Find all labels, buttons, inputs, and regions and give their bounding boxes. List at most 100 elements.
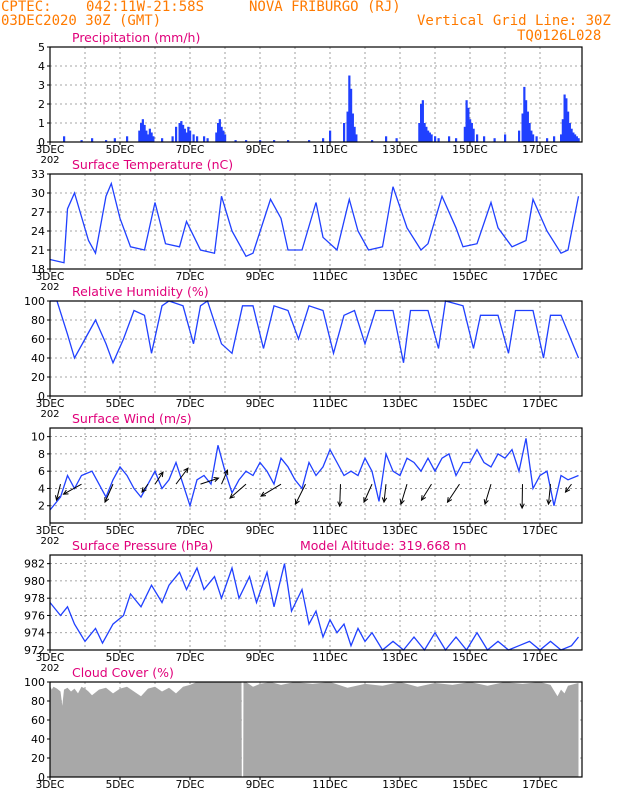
precip-year-fragment: 202 [40, 155, 59, 166]
precip-bar [152, 136, 155, 142]
rh-year-fragment: 202 [40, 409, 59, 420]
temp-xtick-label: 17DEC [522, 271, 557, 283]
cloud-ytick-label: 0 [38, 771, 45, 784]
rh-xtick-label: 7DEC [176, 398, 205, 410]
precip-bar [385, 136, 388, 142]
precip-bar [423, 123, 426, 142]
wind-vector [63, 483, 82, 495]
cloud-xtick-label: 15DEC [452, 779, 487, 791]
precip-bar [171, 136, 174, 142]
precip-bar [469, 119, 472, 142]
precip-xtick-label: 11DEC [312, 144, 347, 156]
rh-ytick-label: 0 [38, 390, 45, 403]
precip-bar [521, 113, 524, 142]
wind-vector [421, 483, 432, 501]
precip-bar [224, 134, 227, 142]
wind-vector-head [363, 497, 369, 504]
pressure-ytick-label: 972 [24, 644, 45, 657]
wind-vector [104, 483, 114, 503]
precip-bar [148, 128, 151, 142]
wind-vector-head [183, 467, 189, 474]
precip-bar [570, 128, 573, 142]
precip-bar [353, 126, 356, 142]
precip-bar [428, 132, 431, 142]
source-label: CPTEC: [1, 0, 52, 15]
precip-bar [189, 130, 192, 142]
pressure-xtick-label: 9DEC [246, 652, 275, 664]
precip-bar [427, 130, 430, 142]
wind-vector-head [381, 497, 388, 504]
cloud-xtick-label: 11DEC [312, 779, 347, 791]
temp-xtick-label: 13DEC [382, 271, 417, 283]
rh-frame [49, 300, 583, 397]
location-name: NOVA FRIBURGO (RJ) [249, 0, 401, 15]
precip-bar [493, 138, 496, 142]
precip-bar [523, 86, 526, 142]
precip-bar [430, 134, 433, 142]
precip-bar [180, 121, 183, 142]
precip-bar [532, 134, 535, 142]
wind-ytick-label: 6 [38, 465, 45, 478]
wind-xtick-label: 9DEC [246, 525, 275, 537]
precip-ytick-label: 5 [38, 41, 45, 54]
wind-vector [221, 469, 228, 485]
cloud-xtick-label: 13DEC [382, 779, 417, 791]
precip-bar [192, 134, 195, 142]
run-date: 03DEC2020 30Z (GMT) [1, 13, 162, 29]
precip-xtick-label: 7DEC [176, 144, 205, 156]
precip-bar [150, 132, 153, 142]
rh-ytick-label: 100 [24, 295, 45, 308]
precip-ytick-label: 0 [38, 136, 45, 149]
precip-bar [105, 140, 108, 142]
wind-vector [56, 484, 61, 501]
precip-bar [113, 138, 116, 142]
rh-panel [47, 299, 583, 399]
wind-vector-head [446, 497, 453, 504]
cloud-ytick-label: 40 [31, 733, 45, 746]
precip-bar [528, 123, 531, 142]
wind-vector-head [223, 469, 229, 476]
wind-vector-head [54, 495, 61, 502]
wind-vector [548, 484, 551, 505]
temp-ytick-label: 33 [31, 168, 45, 181]
wind-vector-head [519, 503, 525, 510]
pressure-subtitle: Model Altitude: 319.668 m [300, 538, 466, 553]
precip-bar [187, 126, 190, 142]
temp-ytick-label: 27 [31, 206, 45, 219]
precip-bar [182, 124, 185, 142]
pressure-ytick-label: 978 [24, 592, 45, 605]
pressure-ytick-label: 980 [24, 575, 45, 588]
location-coords: 042:11W-21:58S [86, 0, 205, 15]
cloud-ytick-label: 20 [31, 752, 45, 765]
precip-bar [346, 111, 349, 142]
pressure-year-fragment: 202 [40, 663, 59, 674]
precip-bar [470, 123, 473, 142]
rh-xtick-label: 11DEC [312, 398, 347, 410]
wind-vector [363, 483, 373, 503]
wind-vector-head [564, 487, 571, 494]
precip-bar [418, 123, 421, 142]
wind-vector-head [483, 499, 489, 506]
precip-bar [574, 134, 577, 142]
temp-frame [49, 173, 583, 270]
precip-bar [273, 140, 276, 142]
precip-bar [203, 136, 206, 142]
wind-xtick-label: 5DEC [106, 525, 135, 537]
pressure-xtick-label: 3DEC [36, 652, 65, 664]
wind-frame [49, 427, 583, 524]
precip-title: Precipitation (mm/h) [72, 30, 200, 45]
precip-bar [448, 136, 451, 142]
precip-bar [420, 104, 423, 142]
rh-title: Relative Humidity (%) [72, 284, 209, 299]
rh-line [50, 299, 580, 365]
precip-bar [215, 132, 218, 142]
precip-bar [518, 130, 521, 142]
precip-bar [287, 140, 290, 142]
wind-vector [339, 484, 341, 507]
pressure-frame [49, 554, 583, 651]
wind-vector-head [337, 501, 343, 508]
rh-xtick-label: 3DEC [36, 398, 65, 410]
header: CPTEC: 042:11W-21:58S NOVA FRIBURGO (RJ)… [0, 0, 618, 48]
wind-vector [565, 483, 572, 493]
